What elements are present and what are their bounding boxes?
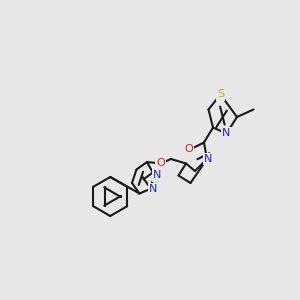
Text: N: N <box>204 154 213 164</box>
Text: N: N <box>222 128 231 139</box>
Text: N: N <box>153 170 162 181</box>
Text: O: O <box>184 143 194 154</box>
Text: O: O <box>156 158 165 169</box>
Text: N: N <box>149 184 157 194</box>
Text: S: S <box>217 89 224 100</box>
